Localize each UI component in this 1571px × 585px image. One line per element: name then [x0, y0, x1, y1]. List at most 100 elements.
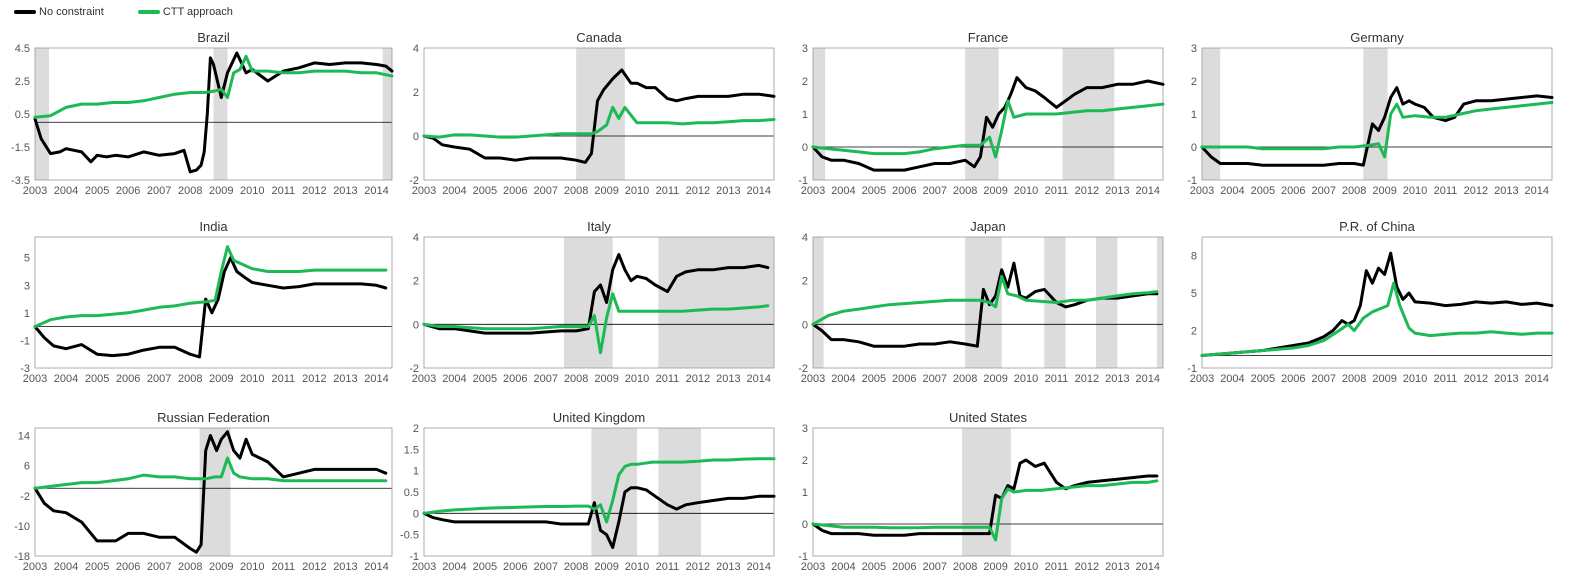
- panel-0-series-ctt: [33, 54, 394, 119]
- panel-4-xtick-label-8: 2011: [272, 373, 296, 385]
- panel-6-shaded-period-4: [1156, 237, 1163, 368]
- panel-5-shaded-period-1: [658, 237, 774, 368]
- panel-0-xtick-label-10: 2013: [333, 185, 357, 197]
- panel-10-ytick-label-1: 2: [802, 455, 808, 467]
- panel-0-shaded-period-0: [35, 48, 49, 180]
- panel-2-xtick-label-9: 2012: [1075, 185, 1099, 197]
- panel-3-xtick-label-11: 2014: [1525, 185, 1549, 197]
- panel-10-xtick-label-3: 2006: [892, 561, 916, 573]
- panel-2-ytick-label-0: 3: [802, 43, 808, 55]
- panel-5-shaded-period-0: [564, 237, 613, 368]
- panel-6-xtick-label-5: 2008: [953, 373, 977, 385]
- panel-0-xtick-label-1: 2004: [54, 185, 78, 197]
- panel-2-ytick-label-1: 2: [802, 76, 808, 88]
- panel-6-ytick-label-0: 4: [802, 232, 808, 244]
- panel-5-xtick-label-2: 2005: [473, 373, 497, 385]
- legend-swatch-ctt: [137, 10, 160, 14]
- panel-4-xtick-label-0: 2003: [23, 373, 47, 385]
- panel-3-shaded-period-1: [1363, 48, 1388, 180]
- panel-7-xtick-label-3: 2006: [1281, 373, 1305, 385]
- panel-7-frame: [1201, 236, 1553, 369]
- panel-1-title: Canada: [576, 30, 622, 45]
- panel-1-series-ctt: [422, 105, 776, 139]
- panel-4-series-no-constraint: [33, 256, 388, 359]
- legend-item-ctt: CTT approach: [137, 6, 233, 18]
- panel-4-xtick-label-4: 2007: [147, 373, 171, 385]
- panel-0-xtick-label-3: 2006: [116, 185, 140, 197]
- panel-8-series-ctt: [33, 456, 388, 490]
- panel-4-title: India: [199, 219, 228, 234]
- panel-0-ytick-label-3: -1.5: [11, 142, 30, 154]
- panel-3-xtick-label-6: 2009: [1372, 185, 1396, 197]
- panel-7-xtick-label-11: 2014: [1525, 373, 1549, 385]
- panel-8-xtick-label-11: 2014: [364, 561, 388, 573]
- panel-1-ytick-label-0: 4: [413, 43, 419, 55]
- panel-9-ytick-label-1: 1.5: [404, 444, 419, 456]
- panel-7-series-no-constraint: [1200, 251, 1554, 357]
- panel-1-ytick-label-2: 0: [413, 131, 419, 143]
- panel-0-ytick-label-2: 0.5: [15, 109, 30, 121]
- panel-6-shaded-period-0: [813, 237, 824, 368]
- panel-7-xtick-label-0: 2003: [1190, 373, 1214, 385]
- panel-0-xtick-label-7: 2010: [240, 185, 264, 197]
- panel-5-xtick-label-9: 2012: [686, 373, 710, 385]
- panel-10-xtick-label-4: 2007: [922, 561, 946, 573]
- panel-6-ytick-label-2: 0: [802, 319, 808, 331]
- panel-6-shaded-period-3: [1096, 237, 1118, 368]
- panel-5-xtick-label-7: 2010: [625, 373, 649, 385]
- panel-3-xtick-label-7: 2010: [1403, 185, 1427, 197]
- panel-5-xtick-label-3: 2006: [503, 373, 527, 385]
- panel-5-xtick-label-10: 2013: [716, 373, 740, 385]
- panel-1-ytick-label-1: 2: [413, 87, 419, 99]
- panel-4-xtick-label-6: 2009: [209, 373, 233, 385]
- panel-2-xtick-label-0: 2003: [801, 185, 825, 197]
- panel-6-frame: [812, 236, 1164, 369]
- panel-4-xtick-label-2: 2005: [85, 373, 109, 385]
- panel-6-title: Japan: [970, 219, 1005, 234]
- panel-3-title: Germany: [1350, 30, 1404, 45]
- panel-10-ytick-label-3: 0: [802, 519, 808, 531]
- panel-1-xtick-label-4: 2007: [533, 185, 557, 197]
- panel-2-xtick-label-8: 2011: [1045, 185, 1069, 197]
- legend-swatch-no-constraint: [14, 10, 36, 14]
- panel-9-series-no-constraint: [422, 486, 776, 549]
- panel-5-xtick-label-1: 2004: [442, 373, 466, 385]
- panel-10-xtick-label-1: 2004: [831, 561, 855, 573]
- panel-4-ytick-label-3: -1: [20, 335, 30, 347]
- panel-4-frame: [34, 236, 393, 369]
- panel-5-xtick-label-6: 2009: [594, 373, 618, 385]
- panel-3-xtick-label-5: 2008: [1342, 185, 1366, 197]
- panel-3-ytick-label-1: 2: [1191, 76, 1197, 88]
- panel-3-ytick-label-3: 0: [1191, 142, 1197, 154]
- panel-1-xtick-label-1: 2004: [442, 185, 466, 197]
- panel-1-xtick-label-0: 2003: [412, 185, 436, 197]
- panel-9-ytick-label-3: 0.5: [404, 487, 419, 499]
- panel-6-xtick-label-7: 2010: [1014, 373, 1038, 385]
- panel-2-ytick-label-4: -1: [798, 175, 808, 187]
- panel-5-xtick-label-5: 2008: [564, 373, 588, 385]
- panel-10-xtick-label-6: 2009: [983, 561, 1007, 573]
- panel-0-xtick-label-0: 2003: [23, 185, 47, 197]
- panel-0-ytick-label-0: 4.5: [15, 43, 30, 55]
- panel-7-xtick-label-6: 2009: [1372, 373, 1396, 385]
- panel-8-series-no-constraint: [33, 430, 388, 554]
- panel-9-title: United Kingdom: [553, 410, 646, 425]
- panel-6-xtick-label-0: 2003: [801, 373, 825, 385]
- panel-2-xtick-label-5: 2008: [953, 185, 977, 197]
- panel-4-ytick-label-1: 3: [24, 280, 30, 292]
- panel-4-xtick-label-9: 2012: [302, 373, 326, 385]
- panel-2-series-no-constraint: [811, 76, 1165, 172]
- panel-9-xtick-label-1: 2004: [442, 561, 466, 573]
- panel-8-xtick-label-2: 2005: [85, 561, 109, 573]
- panel-7-xtick-label-4: 2007: [1311, 373, 1335, 385]
- panel-3-xtick-label-9: 2012: [1464, 185, 1488, 197]
- panel-10-xtick-label-11: 2014: [1136, 561, 1160, 573]
- panel-2-shaded-period-0: [813, 48, 826, 180]
- panel-3-xtick-label-3: 2006: [1281, 185, 1305, 197]
- panel-0-xtick-label-6: 2009: [209, 185, 233, 197]
